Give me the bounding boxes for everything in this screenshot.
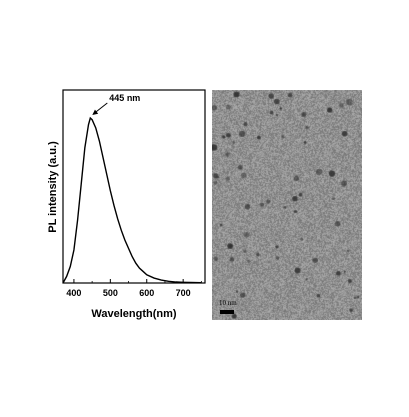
tem-texture (212, 90, 362, 320)
scale-bar-label: 10 nm (219, 299, 237, 307)
y-axis-label: PL intensity (a.u.) (47, 141, 59, 233)
tem-image: 10 nm (212, 90, 362, 320)
x-tick-label-700: 700 (176, 288, 191, 298)
scale-bar (220, 310, 234, 314)
x-tick-label-600: 600 (139, 288, 154, 298)
x-tick-label-400: 400 (66, 288, 81, 298)
annotation-label: 445 nm (109, 93, 140, 103)
x-axis-label: Wavelength(nm) (91, 308, 176, 320)
annotation-arrowhead (92, 109, 99, 116)
x-tick-label-500: 500 (103, 288, 118, 298)
x-tick-labels: 400 500 600 700 (66, 288, 190, 298)
series-line (62, 116, 202, 284)
plot-frame (62, 89, 206, 284)
